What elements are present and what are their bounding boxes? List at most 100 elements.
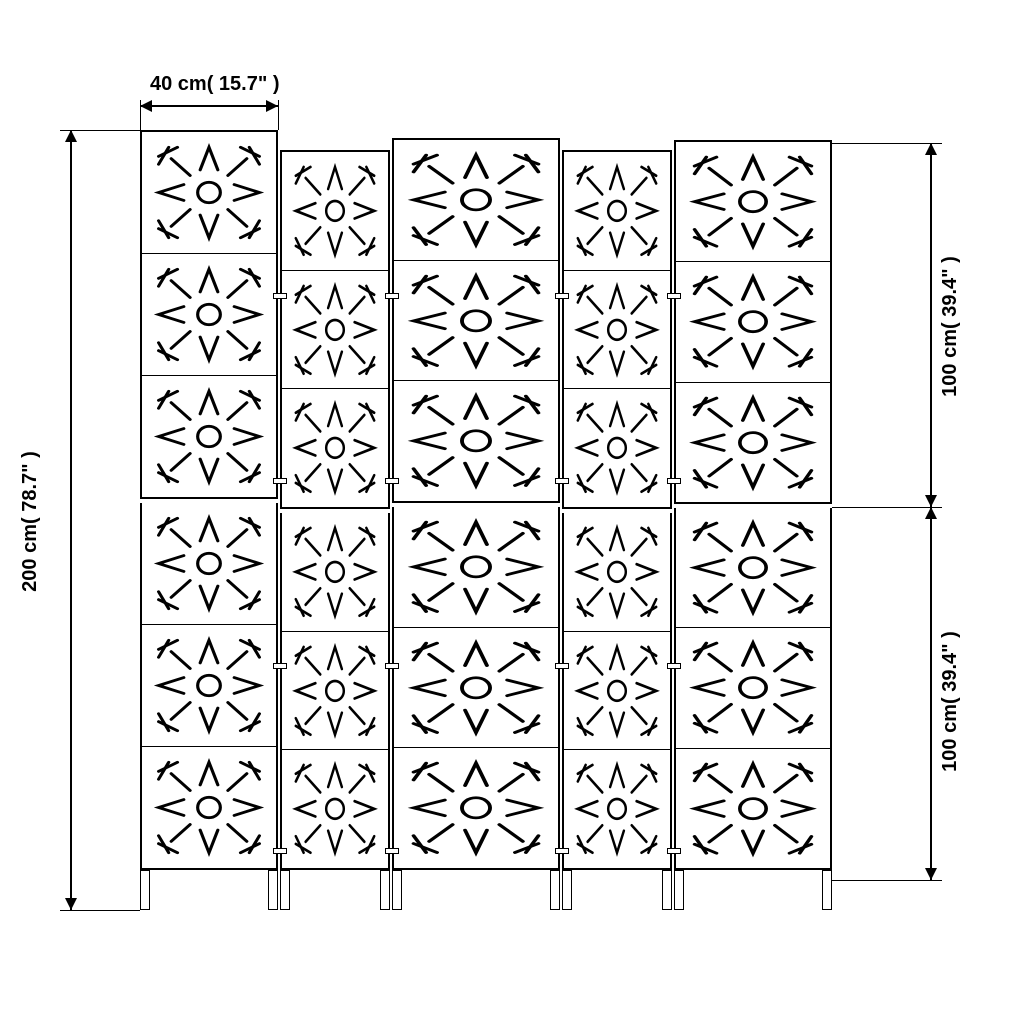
pattern-square bbox=[564, 388, 670, 507]
divider-panel bbox=[280, 150, 390, 870]
pattern-square bbox=[282, 749, 388, 868]
hinge-icon bbox=[273, 848, 287, 854]
starburst-icon bbox=[568, 275, 666, 385]
pattern-square bbox=[564, 152, 670, 270]
hinge-icon bbox=[555, 478, 569, 484]
arrow bbox=[266, 100, 278, 112]
room-divider-drawing bbox=[140, 130, 830, 870]
hinge-icon bbox=[385, 663, 399, 669]
pattern-square bbox=[676, 508, 830, 627]
panel-leg bbox=[550, 870, 560, 910]
hinge-icon bbox=[667, 478, 681, 484]
pattern-square bbox=[142, 132, 276, 253]
starburst-icon bbox=[680, 146, 826, 257]
arrow bbox=[925, 868, 937, 880]
panel-section bbox=[280, 150, 390, 509]
starburst-icon bbox=[680, 632, 826, 743]
starburst-icon bbox=[286, 517, 384, 627]
pattern-square bbox=[564, 749, 670, 868]
panel-leg bbox=[268, 870, 278, 910]
arrow bbox=[65, 130, 77, 142]
label-height-lower: 100 cm( 39.4" ) bbox=[939, 631, 962, 772]
starburst-icon bbox=[146, 136, 272, 249]
panel-section bbox=[674, 140, 832, 504]
arrow bbox=[925, 143, 937, 155]
arrow bbox=[140, 100, 152, 112]
starburst-icon bbox=[398, 265, 554, 377]
pattern-square bbox=[676, 142, 830, 261]
panel-leg bbox=[140, 870, 150, 910]
starburst-icon bbox=[680, 266, 826, 377]
hinge-icon bbox=[273, 663, 287, 669]
panel-section bbox=[674, 508, 832, 870]
arrow bbox=[65, 898, 77, 910]
panel-leg bbox=[380, 870, 390, 910]
dim-line-height-lower bbox=[930, 507, 932, 880]
starburst-icon bbox=[286, 754, 384, 864]
pattern-square bbox=[282, 152, 388, 270]
hinge-icon bbox=[667, 293, 681, 299]
pattern-square bbox=[676, 382, 830, 502]
panel-section bbox=[140, 503, 278, 870]
pattern-square bbox=[394, 140, 558, 260]
panel-leg bbox=[822, 870, 832, 910]
divider-panel bbox=[674, 140, 832, 870]
starburst-icon bbox=[568, 517, 666, 627]
pattern-square bbox=[282, 513, 388, 631]
pattern-square bbox=[564, 513, 670, 631]
pattern-square bbox=[394, 260, 558, 381]
starburst-icon bbox=[398, 144, 554, 256]
pattern-square bbox=[564, 270, 670, 389]
starburst-icon bbox=[146, 507, 272, 620]
divider-panel bbox=[562, 150, 672, 870]
hinge-icon bbox=[385, 478, 399, 484]
pattern-square bbox=[394, 747, 558, 868]
panel-section bbox=[140, 130, 278, 499]
starburst-icon bbox=[568, 754, 666, 864]
ext-line bbox=[278, 100, 279, 130]
starburst-icon bbox=[680, 753, 826, 864]
pattern-square bbox=[142, 375, 276, 497]
hinge-icon bbox=[555, 663, 569, 669]
panel-leg bbox=[392, 870, 402, 910]
pattern-square bbox=[142, 503, 276, 624]
dim-line-height-total bbox=[70, 130, 72, 910]
starburst-icon bbox=[146, 751, 272, 864]
pattern-square bbox=[676, 261, 830, 381]
starburst-icon bbox=[568, 636, 666, 746]
hinge-icon bbox=[385, 293, 399, 299]
pattern-square bbox=[142, 624, 276, 746]
label-height-total: 200 cm( 78.7" ) bbox=[19, 451, 42, 592]
panel-leg bbox=[662, 870, 672, 910]
starburst-icon bbox=[286, 636, 384, 746]
panel-leg bbox=[280, 870, 290, 910]
starburst-icon bbox=[286, 156, 384, 266]
starburst-icon bbox=[146, 258, 272, 371]
ext-line bbox=[60, 910, 140, 911]
pattern-square bbox=[282, 631, 388, 750]
hinge-icon bbox=[667, 848, 681, 854]
panel-section bbox=[392, 138, 560, 503]
hinge-icon bbox=[273, 293, 287, 299]
pattern-square bbox=[564, 631, 670, 750]
panel-leg bbox=[562, 870, 572, 910]
hinge-icon bbox=[385, 848, 399, 854]
pattern-square bbox=[394, 380, 558, 501]
hinge-icon bbox=[555, 848, 569, 854]
starburst-icon bbox=[398, 385, 554, 497]
arrow bbox=[925, 495, 937, 507]
hinge-icon bbox=[555, 293, 569, 299]
starburst-icon bbox=[398, 511, 554, 623]
ext-line bbox=[832, 880, 942, 881]
starburst-icon bbox=[568, 156, 666, 266]
label-width: 40 cm( 15.7" ) bbox=[150, 73, 280, 96]
starburst-icon bbox=[286, 393, 384, 503]
label-height-upper: 100 cm( 39.4" ) bbox=[939, 256, 962, 397]
hinge-icon bbox=[273, 478, 287, 484]
dim-line-width bbox=[140, 105, 278, 107]
starburst-icon bbox=[398, 752, 554, 864]
divider-panel bbox=[392, 138, 560, 870]
arrow bbox=[925, 507, 937, 519]
pattern-square bbox=[282, 270, 388, 389]
starburst-icon bbox=[286, 275, 384, 385]
